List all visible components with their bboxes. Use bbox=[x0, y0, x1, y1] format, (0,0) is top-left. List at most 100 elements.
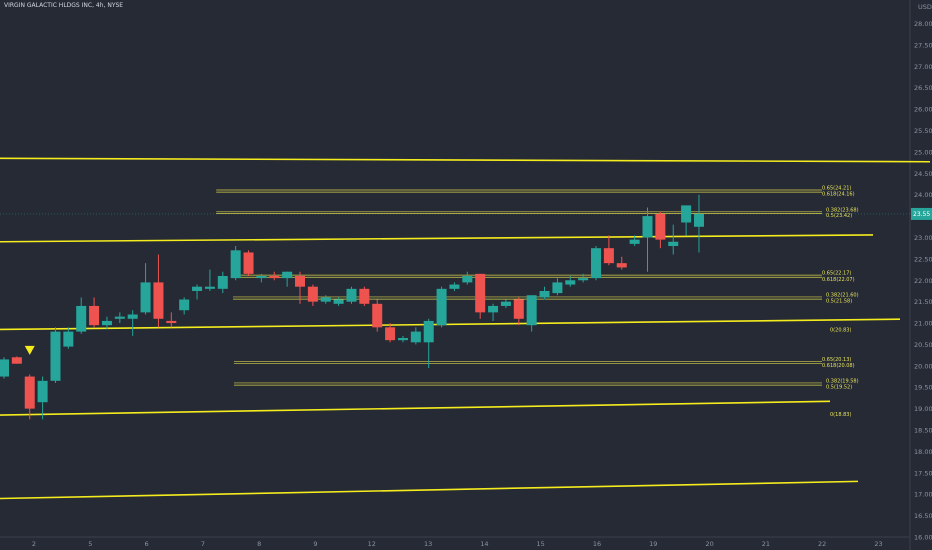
x-tick-label: 19 bbox=[649, 540, 657, 548]
candle-body[interactable] bbox=[166, 320, 177, 324]
current-price-tag bbox=[911, 207, 932, 220]
x-tick-label: 8 bbox=[257, 540, 261, 548]
candle-body[interactable] bbox=[616, 263, 627, 268]
y-tick-label: 18.50 bbox=[914, 427, 932, 435]
candle-body[interactable] bbox=[410, 331, 421, 343]
y-tick-label: 21.50 bbox=[914, 298, 932, 306]
candle-body[interactable] bbox=[333, 299, 344, 304]
fib-label: 0.382(21.60) bbox=[826, 292, 859, 298]
fib-label: 0.618(20.08) bbox=[822, 363, 855, 369]
candle-body[interactable] bbox=[397, 338, 408, 341]
candle-body[interactable] bbox=[320, 297, 331, 302]
candle-body[interactable] bbox=[488, 305, 499, 313]
y-tick-label: 28.00 bbox=[914, 20, 932, 28]
candle-body[interactable] bbox=[526, 295, 537, 326]
y-tick-label: 25.00 bbox=[914, 148, 932, 156]
candle-body[interactable] bbox=[307, 286, 318, 302]
current-price-value: 23.55 bbox=[913, 211, 930, 218]
candle-body[interactable] bbox=[436, 288, 447, 326]
candle-body[interactable] bbox=[217, 275, 228, 289]
candle-body[interactable] bbox=[11, 357, 22, 364]
candle-body[interactable] bbox=[372, 303, 383, 328]
y-tick-label: 20.00 bbox=[914, 362, 932, 370]
candle-body[interactable] bbox=[629, 239, 640, 244]
candle-body[interactable] bbox=[114, 316, 125, 319]
x-tick-label: 5 bbox=[88, 540, 92, 548]
y-tick-label: 20.50 bbox=[914, 341, 932, 349]
x-tick-label: 6 bbox=[145, 540, 149, 548]
candle-body[interactable] bbox=[449, 284, 460, 289]
level-line bbox=[0, 234, 874, 243]
candle-body[interactable] bbox=[153, 282, 164, 319]
x-tick-label: 9 bbox=[313, 540, 317, 548]
candle-body[interactable] bbox=[50, 331, 61, 381]
candle-body[interactable] bbox=[282, 271, 293, 279]
candle-body[interactable] bbox=[359, 288, 370, 304]
candle-body[interactable] bbox=[192, 286, 203, 291]
candle-body[interactable] bbox=[423, 320, 434, 343]
candle-body[interactable] bbox=[565, 280, 576, 285]
candle-body[interactable] bbox=[179, 299, 190, 311]
candle-body[interactable] bbox=[37, 380, 48, 403]
candle-body[interactable] bbox=[204, 286, 215, 289]
y-tick-label: 17.00 bbox=[914, 491, 932, 499]
candle-body[interactable] bbox=[269, 275, 280, 279]
y-tick-label: 25.50 bbox=[914, 127, 932, 135]
candle-body[interactable] bbox=[552, 282, 563, 294]
fib-label: 0.382(19.58) bbox=[826, 378, 859, 384]
candle-body[interactable] bbox=[24, 376, 35, 409]
y-tick-label: 24.50 bbox=[914, 170, 932, 178]
y-tick-label: 27.50 bbox=[914, 41, 932, 49]
candle-body[interactable] bbox=[603, 248, 614, 264]
axis-currency-label: USD bbox=[918, 3, 932, 11]
x-tick-label: 20 bbox=[705, 540, 713, 548]
y-tick-label: 16.00 bbox=[914, 534, 932, 542]
candle-body[interactable] bbox=[101, 320, 112, 326]
y-tick-label: 26.00 bbox=[914, 106, 932, 114]
y-tick-label: 22.50 bbox=[914, 255, 932, 263]
candle-body[interactable] bbox=[681, 205, 692, 223]
candle-body[interactable] bbox=[539, 290, 550, 298]
candle-body[interactable] bbox=[243, 252, 254, 274]
candle-body[interactable] bbox=[89, 305, 100, 326]
fib-label: 0.5(19.52) bbox=[826, 385, 852, 391]
level-line bbox=[0, 157, 931, 163]
candle-body[interactable] bbox=[140, 282, 151, 313]
candle-body[interactable] bbox=[230, 250, 241, 279]
candle-body[interactable] bbox=[500, 301, 511, 306]
y-tick-label: 27.00 bbox=[914, 63, 932, 71]
candle-body[interactable] bbox=[346, 288, 357, 302]
candle-body[interactable] bbox=[513, 299, 524, 319]
candle-body[interactable] bbox=[693, 213, 704, 227]
candle-body[interactable] bbox=[76, 305, 87, 332]
candle-body[interactable] bbox=[295, 275, 306, 287]
candle-body[interactable] bbox=[655, 213, 666, 240]
candle-body[interactable] bbox=[0, 359, 9, 377]
y-tick-label: 23.00 bbox=[914, 234, 932, 242]
fib-label: 0.382(23.68) bbox=[826, 207, 859, 213]
candle-body[interactable] bbox=[578, 278, 589, 281]
candle-body[interactable] bbox=[256, 275, 267, 279]
x-tick-label: 12 bbox=[368, 540, 376, 548]
signal-marker-icon bbox=[24, 345, 35, 355]
y-tick-label: 18.00 bbox=[914, 448, 932, 456]
level-line bbox=[0, 480, 859, 500]
candle-body[interactable] bbox=[642, 216, 653, 238]
y-tick-label: 26.50 bbox=[914, 84, 932, 92]
level-line bbox=[0, 318, 901, 331]
candle-body[interactable] bbox=[475, 273, 486, 313]
x-tick-label: 2 bbox=[32, 540, 36, 548]
level-label: 0(20.83) bbox=[830, 327, 851, 333]
candle-body[interactable] bbox=[591, 248, 602, 279]
candle-body[interactable] bbox=[668, 241, 679, 247]
candle-body[interactable] bbox=[385, 327, 396, 341]
candle-body[interactable] bbox=[63, 331, 74, 347]
x-tick-label: 22 bbox=[818, 540, 826, 548]
x-tick-label: 15 bbox=[537, 540, 545, 548]
y-tick-label: 19.00 bbox=[914, 405, 932, 413]
fib-label: 0.618(22.07) bbox=[822, 277, 855, 283]
candle-body[interactable] bbox=[462, 275, 473, 283]
candle-body[interactable] bbox=[127, 314, 138, 319]
x-tick-label: 23 bbox=[874, 540, 882, 548]
